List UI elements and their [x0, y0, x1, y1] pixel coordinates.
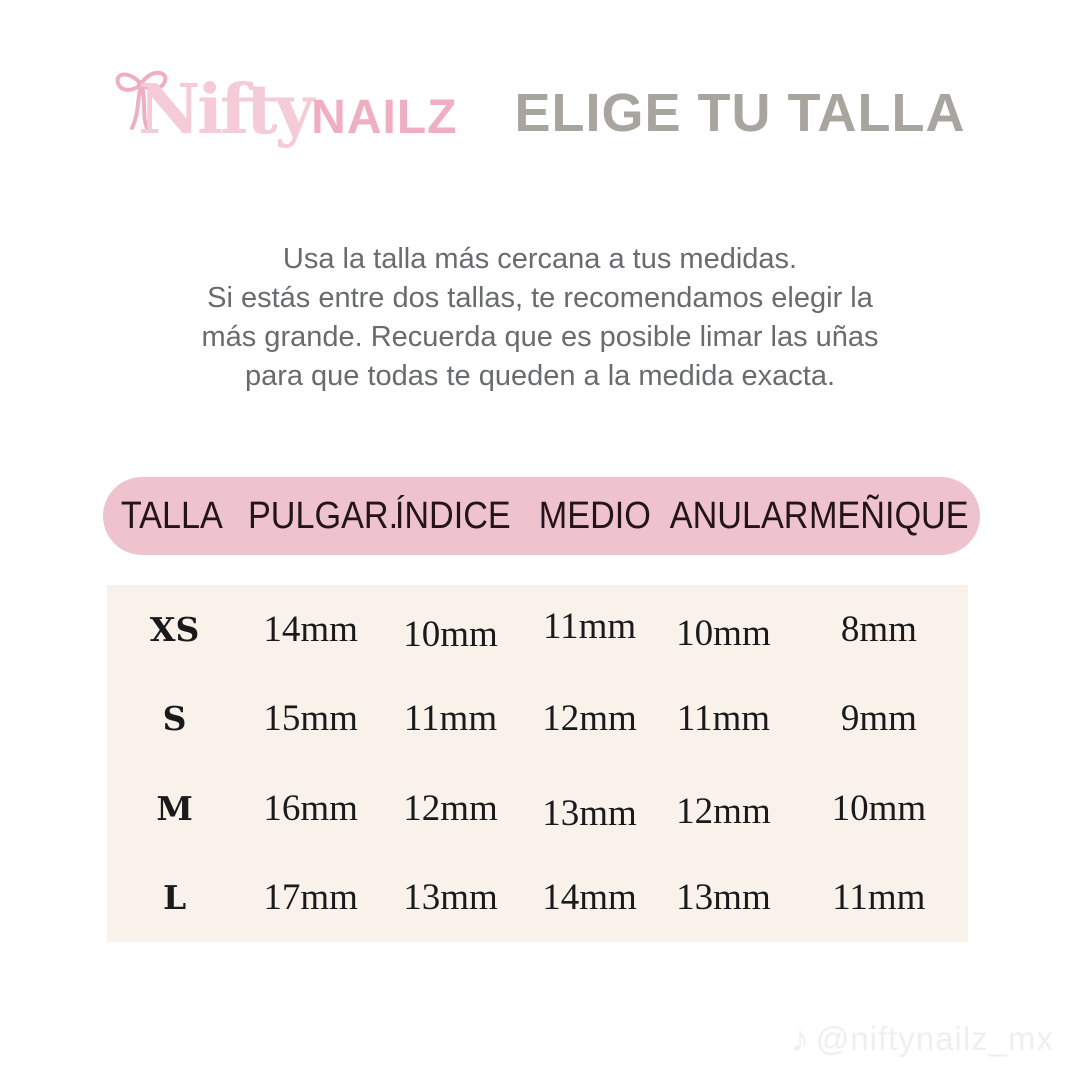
column-header-medio: MEDIO — [538, 494, 651, 537]
column-header-pulgar: PULGAR. — [247, 494, 398, 537]
measurement-cell: 12mm — [676, 790, 771, 832]
measurement-cell: 11mm — [403, 698, 498, 740]
measurement-cell: 14mm — [263, 609, 358, 651]
page-title: ELIGE TU TALLA — [514, 83, 966, 143]
measurement-cell: 13mm — [676, 876, 771, 918]
tiktok-note-icon: ♪ — [790, 1018, 810, 1059]
measurement-cell: 12mm — [542, 698, 637, 740]
measurement-cell: 8mm — [840, 609, 917, 651]
measurement-cell: 11mm — [832, 876, 926, 918]
column-header-talla: TALLA — [120, 494, 223, 537]
size-label: XS — [149, 610, 200, 650]
measurement-cell: 12mm — [403, 787, 498, 829]
brand-name: NiftyNAILZ — [138, 76, 457, 144]
brand-name-bold: NAILZ — [311, 91, 458, 144]
measurement-cell: 11mm — [542, 606, 637, 648]
measurement-cell: 13mm — [403, 876, 498, 918]
intro-line: Usa la talla más cercana a tus medidas. — [282, 243, 798, 275]
measurement-cell: 15mm — [263, 698, 358, 740]
measurement-cell: 10mm — [676, 613, 771, 655]
measurement-cell: 10mm — [403, 614, 498, 656]
measurement-cell: 9mm — [840, 698, 917, 740]
size-table-body: XS 14mm 10mm 11mm 10mm 8mm S 15mm 11mm 1… — [107, 585, 968, 942]
intro-line: para que todas te queden a la medida exa… — [244, 360, 836, 392]
measurement-cell: 14mm — [542, 876, 637, 918]
intro-text: Usa la talla más cercana a tus medidas. … — [90, 240, 990, 396]
ribbon-bow-icon — [115, 70, 168, 130]
measurement-cell: 17mm — [263, 876, 358, 918]
size-label: M — [156, 788, 193, 828]
size-table-header: TALLA PULGAR. ÍNDICE MEDIO ANULAR MEÑIQU… — [103, 477, 980, 555]
column-header-indice: ÍNDICE — [394, 494, 511, 537]
brand-logo: NiftyNAILZ — [112, 62, 456, 192]
size-label: L — [162, 877, 187, 917]
social-handle: @niftynailz_mx — [815, 1020, 1054, 1057]
brand-name-script: Nifty — [138, 70, 314, 150]
measurement-cell: 11mm — [676, 698, 771, 740]
column-header-menique: MEÑIQUE — [809, 494, 970, 537]
intro-line: Si estás entre dos tallas, te recomendam… — [207, 282, 873, 314]
size-label: S — [162, 699, 187, 739]
intro-line: más grande. Recuerda que es posible lima… — [201, 321, 879, 353]
measurement-cell: 13mm — [542, 792, 637, 834]
measurement-cell: 16mm — [263, 787, 358, 829]
social-watermark: ♪ @niftynailz_mx — [791, 1020, 1054, 1058]
measurement-cell: 10mm — [831, 787, 927, 829]
column-header-anular: ANULAR — [670, 494, 809, 537]
